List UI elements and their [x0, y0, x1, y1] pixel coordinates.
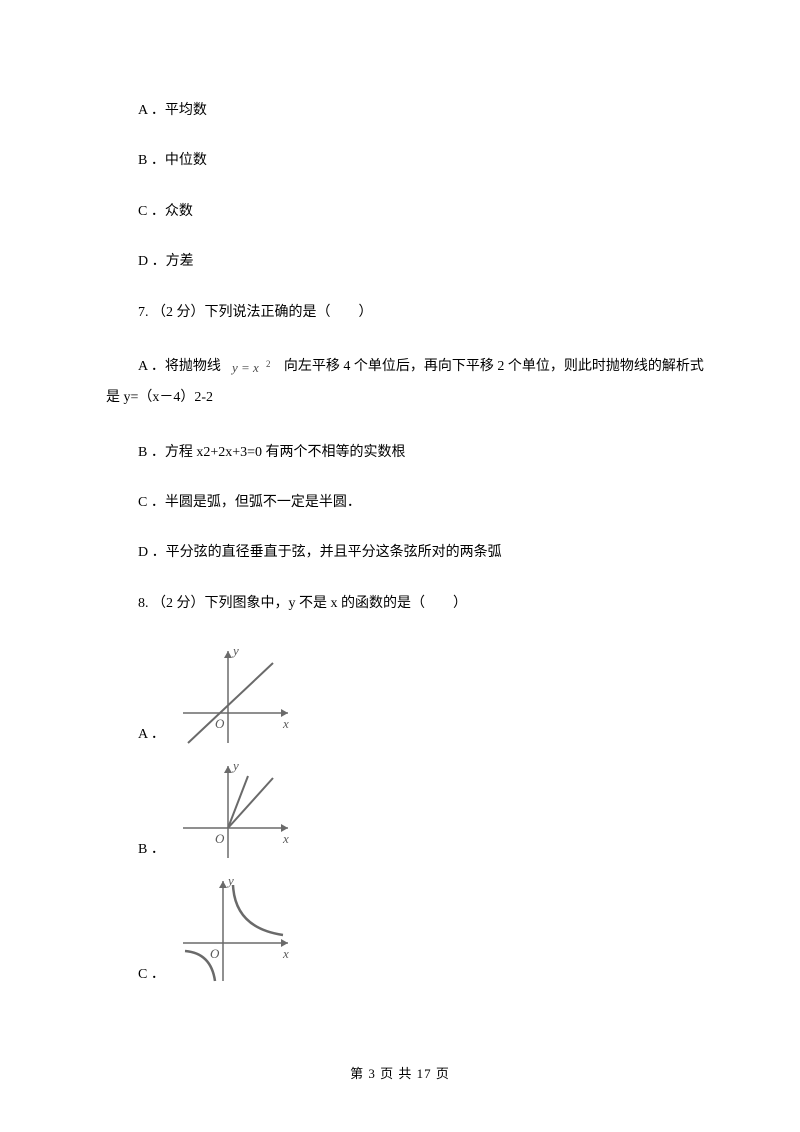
- q7-option-d: D ．平分弦的直径垂直于弦，并且平分这条弦所对的两条弧: [90, 542, 710, 564]
- svg-text:2: 2: [266, 359, 271, 369]
- svg-text:y: y: [231, 758, 239, 773]
- q8-option-b-label: B ．: [138, 839, 165, 863]
- q6-option-c: C ．众数: [90, 201, 710, 223]
- q6-option-d: D ．方差: [90, 251, 710, 273]
- q7-option-a-pre: A ．将抛物线: [106, 359, 224, 374]
- q6-option-b: B ．中位数: [90, 150, 710, 172]
- svg-text:x: x: [282, 946, 289, 961]
- formula-y-equals-x-squared: y = x 2: [228, 357, 276, 377]
- svg-text:O: O: [210, 946, 220, 961]
- q7-option-b: B ．方程 x2+2x+3=0 有两个不相等的实数根: [90, 442, 710, 464]
- q7-option-c: C ．半圆是弧，但弧不一定是半圆．: [90, 492, 710, 514]
- q8-stem: 8. （2 分）下列图象中，y 不是 x 的函数的是（ ）: [90, 593, 710, 615]
- svg-text:y = x: y = x: [230, 360, 259, 375]
- q8-option-a: A ． y x O: [90, 643, 710, 748]
- q7-stem: 7. （2 分）下列说法正确的是（ ）: [90, 302, 710, 324]
- svg-text:y: y: [226, 873, 234, 888]
- page-footer: 第 3 页 共 17 页: [0, 1063, 800, 1082]
- svg-text:O: O: [215, 716, 225, 731]
- q6-option-a: A ．平均数: [90, 100, 710, 122]
- graph-c-icon: y x O: [173, 873, 303, 988]
- graph-a-icon: y x O: [173, 643, 303, 748]
- svg-text:x: x: [282, 716, 289, 731]
- svg-text:O: O: [215, 831, 225, 846]
- q8-option-c: C ． y x O: [90, 873, 710, 988]
- q8-option-b: B ． y x O: [90, 758, 710, 863]
- svg-text:y: y: [231, 643, 239, 658]
- q8-option-c-label: C ．: [138, 964, 165, 988]
- q8-option-a-label: A ．: [138, 724, 165, 748]
- svg-text:x: x: [282, 831, 289, 846]
- graph-b-icon: y x O: [173, 758, 303, 863]
